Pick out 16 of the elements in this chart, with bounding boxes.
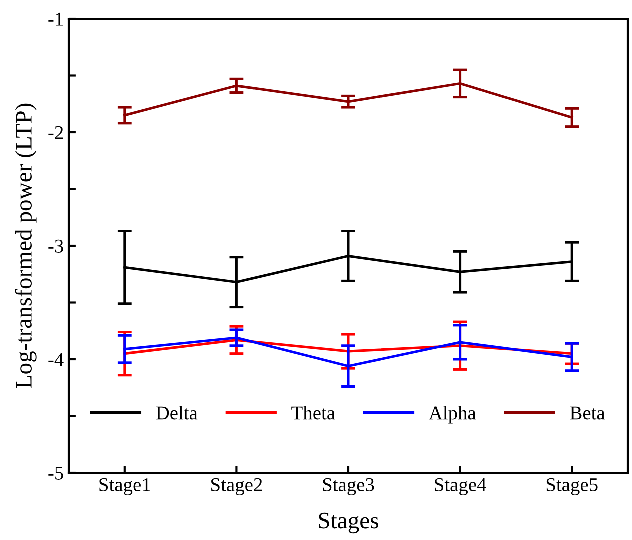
legend-label: Theta xyxy=(292,406,336,420)
x-axis-title: Stages xyxy=(319,512,378,534)
x-tick-label: Stage4 xyxy=(435,478,486,496)
x-tick-label: Stage2 xyxy=(212,478,262,496)
x-tick-label: Stage5 xyxy=(546,478,598,496)
y-tick-label: -1 xyxy=(48,12,63,26)
y-axis-title: Log-transformed power (LTP) xyxy=(15,104,37,388)
y-tick-label: -4 xyxy=(48,353,64,366)
legend-label: Alpha xyxy=(429,406,476,424)
x-tick-label: Stage3 xyxy=(323,478,374,496)
x-tick-label: Stage1 xyxy=(100,478,150,496)
legend-label: Delta xyxy=(156,406,198,420)
y-tick-label: -3 xyxy=(48,240,64,253)
y-tick-label: -5 xyxy=(48,467,64,480)
legend-label: Beta xyxy=(570,406,606,420)
y-tick-label: -2 xyxy=(48,126,64,140)
